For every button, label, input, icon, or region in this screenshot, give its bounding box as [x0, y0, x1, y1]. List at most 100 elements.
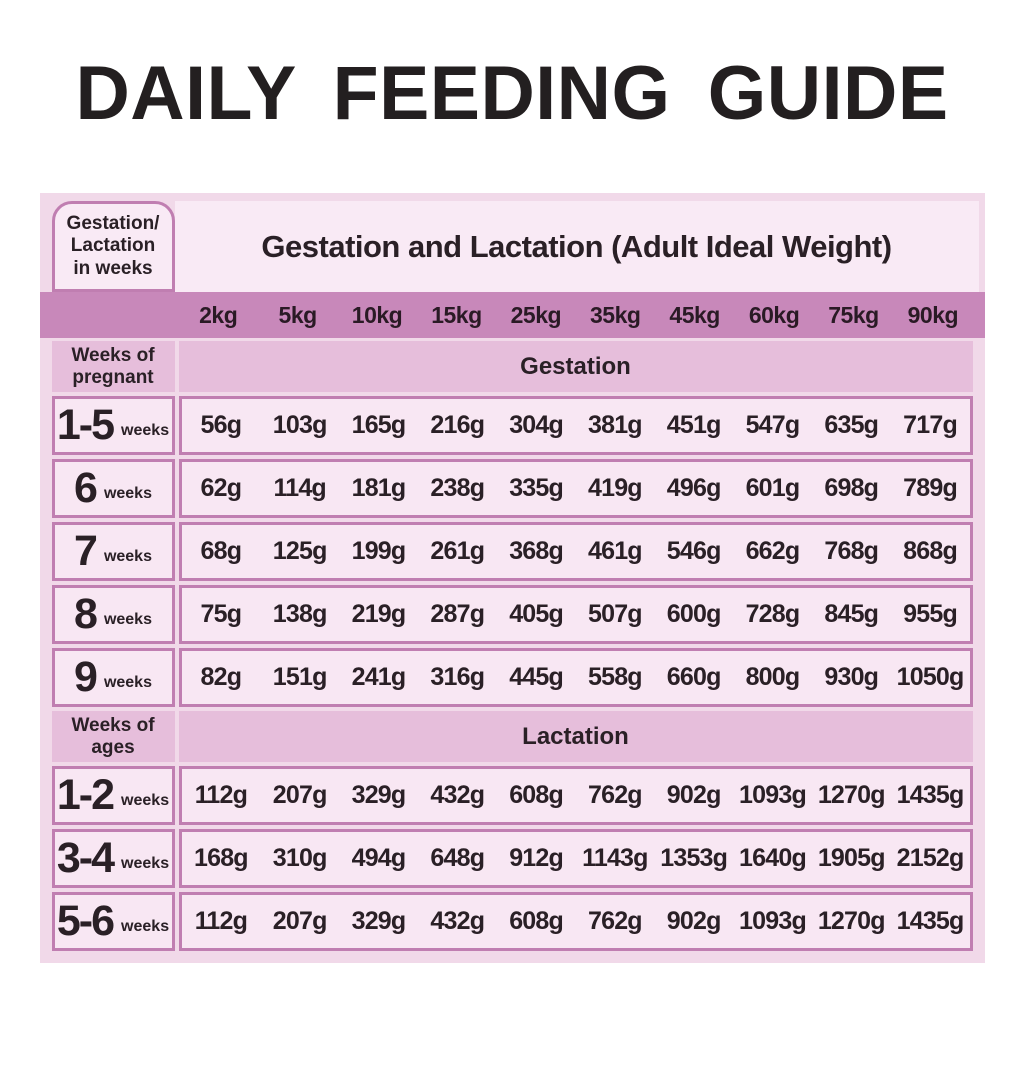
section-band-row: Weeks of pregnant Gestation: [51, 341, 973, 392]
feeding-amount-cell: 546g: [666, 537, 722, 565]
feeding-amount-cell: 800g: [745, 663, 801, 691]
weight-column-label: 2kg: [199, 301, 238, 328]
feeding-amount-cell: 912g: [509, 844, 564, 872]
feeding-amount-cell: 930g: [824, 663, 879, 691]
feeding-amount-cell: 717g: [903, 411, 958, 439]
weight-column-label: 90kg: [907, 301, 959, 328]
feeding-amount-cell: 902g: [666, 907, 722, 935]
feeding-amount-cell: 648g: [430, 844, 485, 872]
row-weeks-number: 8: [74, 590, 98, 638]
feeding-amount-cell: 114g: [273, 474, 326, 502]
feeding-amount-cell: 329g: [351, 781, 407, 809]
feeding-amount-cell: 241g: [351, 663, 407, 691]
feeding-amount-cell: 75g: [200, 600, 242, 628]
weight-column-label: 45kg: [669, 301, 720, 328]
feeding-amount-cell: 762g: [587, 907, 643, 935]
feeding-amount-cell: 635g: [824, 411, 879, 439]
table-row: 8 weeks 75g 138g 219g 287g 405g 507g 600g 728g 845…: [51, 585, 973, 644]
feeding-amount-cell: 1640g: [739, 844, 807, 872]
row-weeks-label: 1-5 weeks: [51, 396, 175, 455]
row-weeks-unit: weeks: [103, 547, 152, 565]
feeding-amount-cell: 82g: [200, 663, 242, 691]
feeding-amount-cell: 1353g: [660, 844, 728, 872]
feeding-amount-cell: 310g: [272, 844, 328, 872]
feeding-amount-cell: 1270g: [817, 781, 886, 809]
feeding-amount-cell: 216g: [430, 411, 485, 439]
row-weeks-unit: weeks: [121, 917, 170, 935]
corner-cell-line: in weeks: [73, 257, 153, 279]
feeding-amount-cell: 1435g: [896, 781, 965, 809]
table-row: 7 weeks 68g 125g 199g 261g 368g 461g 546g 662g 768…: [51, 522, 973, 581]
feeding-amount-cell: 662g: [745, 537, 801, 565]
feeding-amount-cell: 125g: [272, 537, 328, 565]
row-values: 168g 310g 494g 648g 912g 1143g 1353g 1640g 1905g…: [178, 829, 973, 888]
feeding-amount-cell: 445g: [509, 663, 564, 691]
section-title: Gestation: [178, 341, 973, 392]
feeding-amount-cell: 496g: [666, 474, 722, 502]
feeding-amount-cell: 103g: [272, 411, 328, 439]
feeding-amount-cell: 368g: [509, 537, 564, 565]
weight-column-label: 35kg: [590, 301, 641, 328]
weight-column-label: 25kg: [510, 301, 562, 328]
table-row: 3-4 weeks 168g 310g 494g 648g 912g 1143g 1353g 16…: [51, 829, 973, 888]
feeding-amount-cell: 2152g: [896, 844, 965, 872]
row-values: 75g 138g 219g 287g 405g 507g 600g 728g 845g 955g: [178, 585, 973, 644]
feeding-amount-cell: 698g: [824, 474, 879, 502]
table-row: 5-6 weeks 112g 207g 329g 432g 608g 762g 902g 1093…: [51, 892, 973, 951]
feeding-amount-cell: 608g: [509, 907, 564, 935]
feeding-amount-cell: 432g: [430, 907, 485, 935]
row-weeks-number: 1-5: [56, 401, 115, 449]
section-row-header-line: Weeks of: [71, 344, 155, 366]
feeding-amount-cell: 316g: [430, 663, 485, 691]
page-title: DAILY FEEDING GUIDE: [75, 51, 949, 136]
row-weeks-label: 7 weeks: [51, 522, 175, 581]
weight-column-label: 5kg: [278, 301, 318, 328]
row-values: 112g 207g 329g 432g 608g 762g 902g 1093g 1270g 14…: [178, 892, 973, 951]
section-row-header: Weeks of pregnant: [51, 341, 175, 392]
row-values: 112g 207g 329g 432g 608g 762g 902g 1093g 1270g 14…: [178, 766, 973, 825]
feeding-amount-cell: 335g: [509, 474, 564, 502]
corner-cell-line: Gestation/: [66, 213, 160, 235]
feeding-amount-cell: 494g: [351, 844, 407, 872]
table-body: Weeks of pregnant Gestation 1-5 weeks 56g 103g…: [40, 341, 985, 951]
weight-header-band: 2kg 5kg 10kg 15kg 25kg 35kg 45kg 60kg 75kg 90kg: [39, 292, 985, 338]
row-weeks-label: 9 weeks: [51, 648, 175, 707]
feeding-amount-cell: 68g: [200, 537, 242, 565]
row-weeks-unit: weeks: [121, 421, 170, 439]
row-values: 82g 151g 241g 316g 445g 558g 660g 800g 930g 1050g: [178, 648, 973, 707]
feeding-amount-cell: 461g: [587, 537, 643, 565]
feeding-amount-cell: 762g: [587, 781, 643, 809]
feeding-amount-cell: 868g: [903, 537, 958, 565]
feeding-amount-cell: 261g: [430, 537, 485, 565]
feeding-amount-cell: 138g: [272, 600, 328, 628]
feeding-amount-cell: 168g: [194, 844, 249, 872]
feeding-amount-cell: 219g: [351, 600, 407, 628]
row-weeks-number: 7: [74, 527, 98, 575]
feeding-amount-cell: 1270g: [817, 907, 886, 935]
feeding-amount-cell: 451g: [666, 411, 722, 439]
feeding-amount-cell: 62g: [200, 474, 242, 502]
feeding-amount-cell: 1050g: [896, 663, 965, 691]
row-values: 68g 125g 199g 261g 368g 461g 546g 662g 768g 868g: [178, 522, 973, 581]
row-weeks-label: 1-2 weeks: [51, 766, 175, 825]
table-row: 9 weeks 82g 151g 241g 316g 445g 558g 660g 800g 930…: [51, 648, 973, 707]
row-weeks-unit: weeks: [103, 484, 152, 502]
corner-cell-line: Lactation: [70, 235, 156, 257]
row-values: 56g 103g 165g 216g 304g 381g 451g 547g 635g 717g: [178, 396, 973, 455]
row-weeks-unit: weeks: [103, 673, 152, 691]
section-row-header-line: ages: [91, 736, 135, 758]
table-row: 6 weeks 62g 114g 181g 238g 335g 419g 496g 601g 698…: [51, 459, 973, 518]
row-weeks-number: 6: [74, 464, 98, 512]
feeding-amount-cell: 329g: [351, 907, 407, 935]
feeding-amount-cell: 728g: [745, 600, 801, 628]
feeding-amount-cell: 547g: [745, 411, 801, 439]
feeding-amount-cell: 1905g: [817, 844, 886, 872]
table-row: 1-2 weeks 112g 207g 329g 432g 608g 762g 902g 1093…: [51, 766, 973, 825]
feeding-amount-cell: 789g: [903, 474, 958, 502]
feeding-amount-cell: 1143g: [582, 844, 648, 872]
section-band-row: Weeks of ages Lactation: [51, 711, 973, 762]
row-values: 62g 114g 181g 238g 335g 419g 496g 601g 698g 789g: [178, 459, 973, 518]
row-weeks-unit: weeks: [121, 854, 170, 872]
weight-column-label: 15kg: [431, 301, 482, 328]
feeding-amount-cell: 181g: [351, 474, 407, 502]
